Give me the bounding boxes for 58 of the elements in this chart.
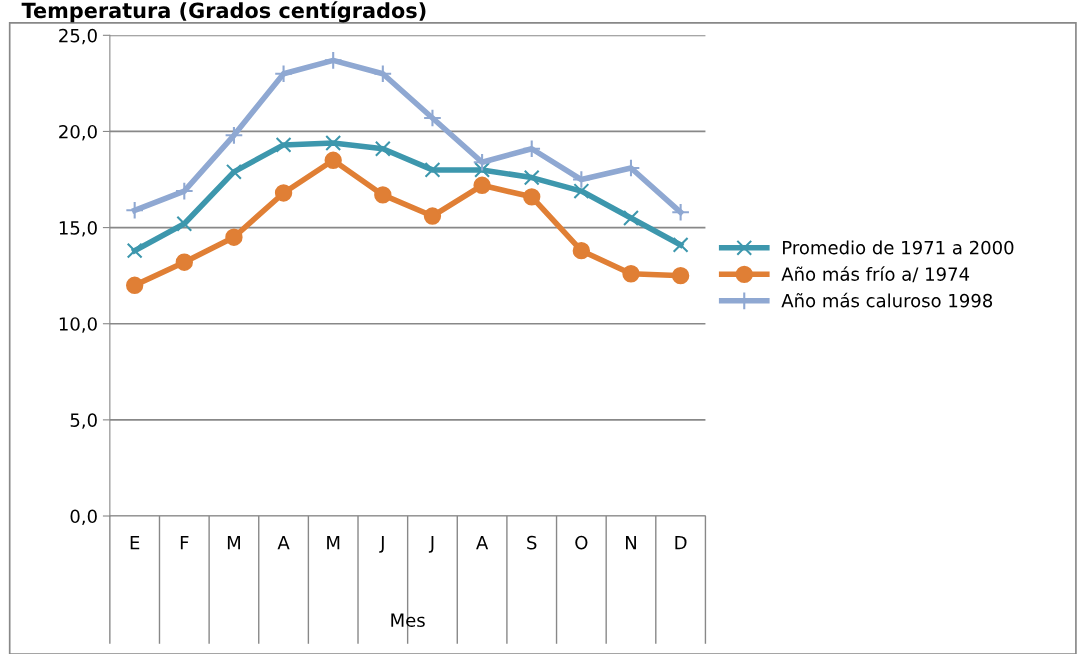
point (323, 50, 343, 70)
y-tick-label: 5,0 (70, 413, 97, 429)
point (275, 136, 292, 153)
x-tick-label: F (180, 536, 189, 550)
x-axis-title: Mes (391, 613, 425, 627)
point (571, 170, 591, 189)
point (225, 228, 243, 246)
x-tick-label: A (277, 536, 290, 550)
point (176, 215, 193, 232)
point (672, 236, 689, 253)
x-tick-label: M (327, 536, 340, 550)
y-tick-label: 25,0 (59, 28, 97, 45)
point (474, 161, 491, 178)
x-tick-label: N (626, 536, 636, 550)
y-tick-label: 0,0 (70, 509, 97, 525)
x-tick-label: M (227, 536, 240, 550)
point (671, 202, 690, 222)
y-tick-label: 15,0 (59, 221, 97, 237)
point (523, 169, 540, 186)
x-tick-label: A (476, 536, 489, 550)
point (175, 253, 193, 271)
x-tick-label: E (130, 536, 140, 550)
point (522, 139, 542, 159)
point (424, 161, 441, 178)
point (225, 163, 242, 180)
point (125, 200, 145, 220)
x-tick-label: D (675, 536, 687, 550)
y-tick-label: 20,0 (59, 124, 97, 141)
point (472, 152, 492, 172)
point (324, 151, 342, 169)
point (523, 188, 541, 206)
point (274, 184, 293, 202)
legend-label: Año más caluroso 1998 (781, 292, 993, 308)
legend-label: Promedio de 1971 a 2000 (783, 240, 1014, 255)
point (224, 125, 244, 145)
chart-title: Temperatura (Grados centígrados) (21, 1, 426, 23)
point (125, 276, 144, 294)
x-tick-label: J (379, 536, 384, 553)
point (623, 209, 639, 226)
legend-label: Año más frío a/ 1974 (781, 266, 970, 283)
point (671, 266, 690, 285)
point (423, 108, 442, 128)
point (374, 186, 392, 204)
point (325, 135, 342, 151)
x-tick-label: O (575, 535, 588, 550)
y-tick-label: 10,0 (59, 317, 97, 333)
point (126, 242, 143, 259)
point (572, 241, 591, 260)
point (573, 183, 590, 200)
point (473, 176, 491, 194)
point (274, 64, 293, 84)
point (174, 181, 194, 201)
point (374, 140, 391, 157)
x-tick-label: S (527, 535, 537, 550)
point (423, 207, 442, 225)
x-tick-label: J (428, 536, 434, 553)
point (373, 64, 393, 84)
point (622, 265, 640, 283)
